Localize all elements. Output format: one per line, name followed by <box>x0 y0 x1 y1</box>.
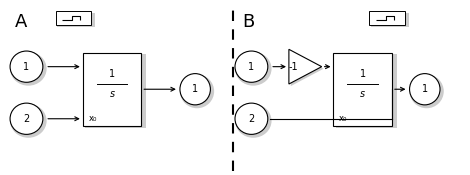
Bar <box>369 11 405 25</box>
Text: A: A <box>15 13 27 31</box>
Text: B: B <box>242 13 254 31</box>
Text: 1: 1 <box>192 84 198 94</box>
Text: 1: 1 <box>248 62 254 72</box>
Ellipse shape <box>10 103 43 134</box>
Ellipse shape <box>180 74 211 105</box>
Bar <box>85 54 147 128</box>
Ellipse shape <box>235 104 272 138</box>
Text: 1: 1 <box>422 84 428 94</box>
Ellipse shape <box>235 103 268 134</box>
Text: 1: 1 <box>24 62 30 72</box>
Text: 2: 2 <box>248 114 255 124</box>
Ellipse shape <box>235 52 272 86</box>
Bar <box>57 13 95 27</box>
Polygon shape <box>291 51 323 86</box>
Text: 1: 1 <box>109 69 115 79</box>
Ellipse shape <box>409 74 444 108</box>
Text: s: s <box>110 89 115 99</box>
Bar <box>336 54 397 128</box>
Ellipse shape <box>180 74 214 108</box>
Ellipse shape <box>409 74 440 105</box>
Bar <box>55 11 91 25</box>
Text: s: s <box>360 89 365 99</box>
Text: 2: 2 <box>24 114 30 124</box>
Bar <box>333 53 392 126</box>
Bar <box>371 13 409 27</box>
Text: x₀: x₀ <box>339 114 347 123</box>
Text: -1: -1 <box>289 62 298 72</box>
Text: 1: 1 <box>360 69 366 79</box>
Ellipse shape <box>10 51 43 82</box>
Bar <box>83 53 141 126</box>
Polygon shape <box>289 49 321 84</box>
Ellipse shape <box>10 52 47 86</box>
Ellipse shape <box>235 51 268 82</box>
Text: x₀: x₀ <box>88 114 97 123</box>
Ellipse shape <box>10 104 47 138</box>
